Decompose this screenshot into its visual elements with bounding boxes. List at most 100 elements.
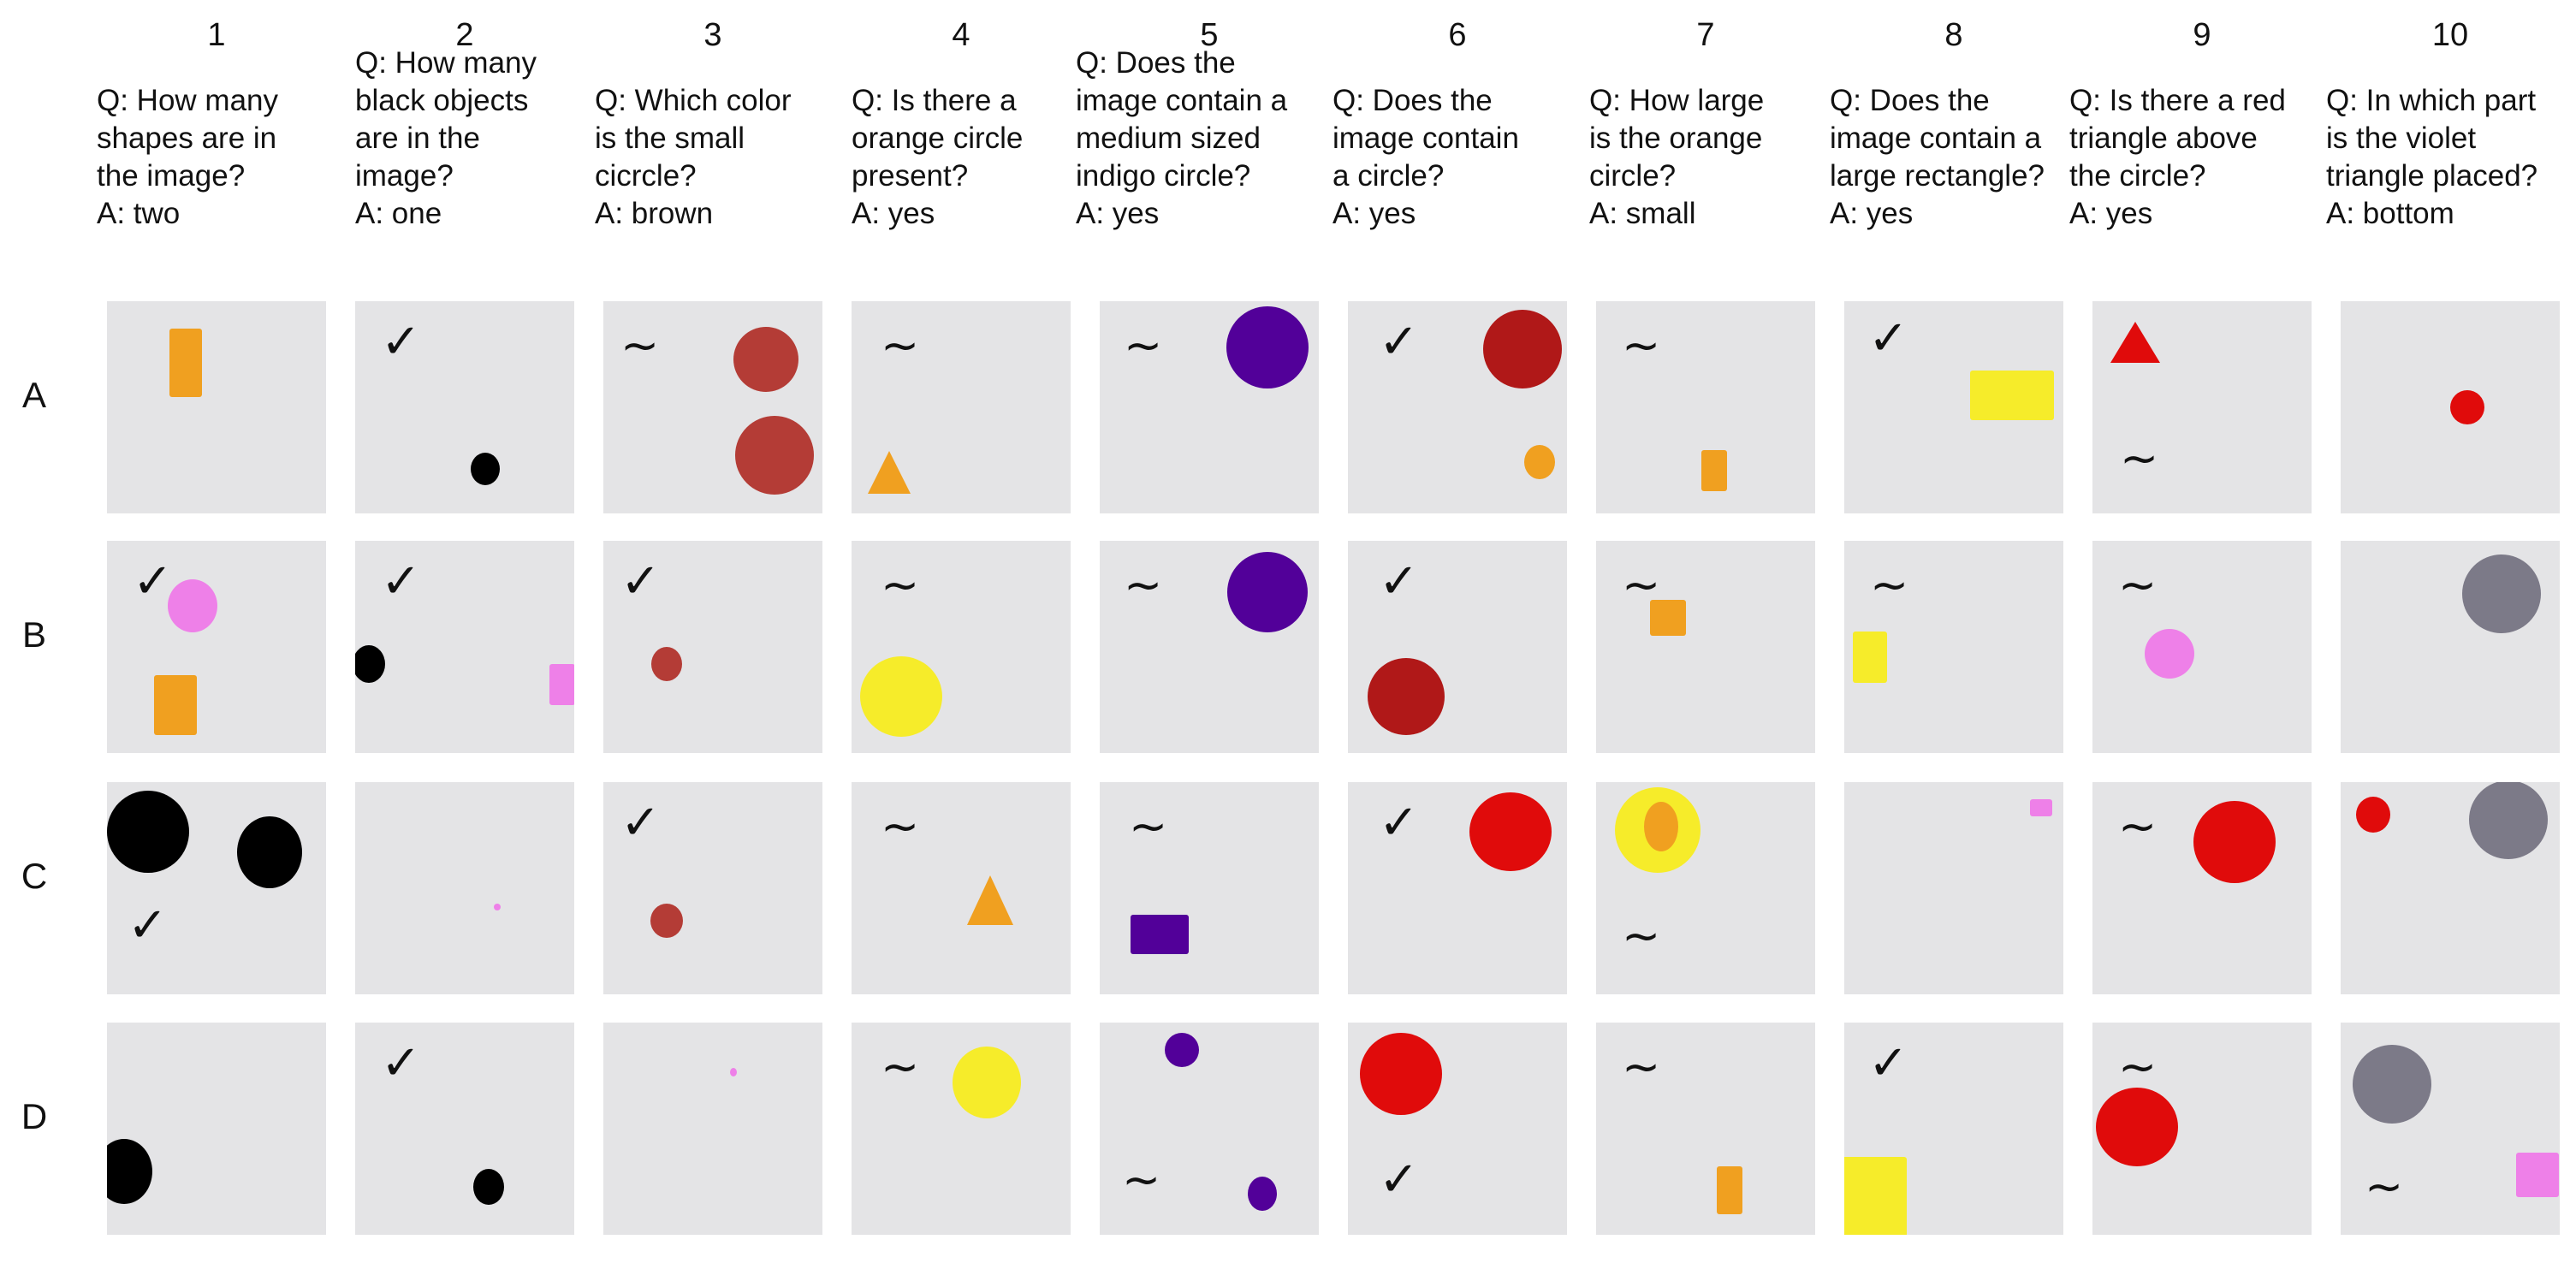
pink-rect-shape: [2030, 799, 2052, 816]
tilde-mark-icon: ∼: [1622, 558, 1661, 612]
image-cell: ✓: [1348, 782, 1567, 994]
orange-tri-shape: [967, 875, 1013, 925]
question-text: Q: How large is the orange circle?: [1589, 84, 1765, 193]
brown-circle-shape: [733, 327, 798, 392]
question-text: Q: How many black objects are in the ima…: [355, 46, 537, 193]
image-cell: ∼: [2092, 782, 2312, 994]
red-circle-shape: [2193, 801, 2276, 883]
answer-text: A: one: [355, 197, 442, 230]
image-cell: ✓: [355, 541, 574, 753]
question-answer: Q: How large is the orange circle? A: sma…: [1589, 82, 1764, 233]
image-cell: ∼: [2092, 301, 2312, 513]
check-mark-icon: ✓: [133, 554, 173, 609]
tilde-mark-icon: ∼: [1124, 558, 1163, 612]
yellow-rect-shape: [1970, 371, 2054, 420]
answer-text: A: yes: [1830, 197, 1914, 230]
image-cell: ∼: [1596, 541, 1815, 753]
column-number: 7: [1696, 17, 1715, 53]
image-cell: ✓: [1844, 301, 2063, 513]
answer-text: A: two: [97, 197, 181, 230]
indigo-circle-shape: [1165, 1033, 1199, 1067]
image-cell: ✓: [1844, 1023, 2063, 1235]
image-cell: ∼: [2341, 1023, 2560, 1235]
image-cell: ∼: [1596, 1023, 1815, 1235]
column-number: 1: [207, 17, 226, 53]
column-number: 4: [952, 17, 970, 53]
yellow-circle-shape: [953, 1047, 1021, 1118]
image-cell: ✓: [107, 541, 326, 753]
image-cell: ✓: [107, 782, 326, 994]
check-mark-icon: ✓: [128, 898, 168, 953]
tilde-mark-icon: ∼: [2365, 1159, 2404, 1213]
pink-circle-shape: [168, 579, 217, 632]
image-cell: ∼: [1100, 541, 1319, 753]
check-mark-icon: ✓: [1379, 554, 1419, 609]
gray-circle-shape: [2469, 782, 2548, 859]
black-circle-shape: [237, 816, 302, 888]
answer-text: A: small: [1589, 197, 1696, 230]
orange-rect-shape: [1701, 450, 1727, 491]
image-cell: [2341, 301, 2560, 513]
orange-rect-shape: [154, 675, 197, 735]
indigo-circle-shape: [1226, 306, 1309, 388]
image-cell: ∼: [1844, 541, 2063, 753]
gray-circle-shape: [2462, 554, 2541, 633]
row-label: D: [21, 1096, 48, 1136]
row-label: B: [21, 614, 46, 655]
tilde-mark-icon: ∼: [881, 318, 920, 372]
check-mark-icon: ✓: [620, 795, 661, 851]
image-cell: ∼: [1100, 1023, 1319, 1235]
brown-circle-shape: [650, 904, 683, 938]
column-number: 9: [2193, 17, 2211, 53]
pink-circle-shape: [730, 1068, 737, 1076]
question-text: Q: Is there a orange circle present?: [852, 84, 1024, 193]
image-cell: [1844, 782, 2063, 994]
image-cell: ∼: [852, 782, 1071, 994]
answer-text: A: bottom: [2326, 197, 2454, 230]
check-mark-icon: ✓: [1379, 1152, 1419, 1207]
image-cell: [2341, 782, 2560, 994]
answer-text: A: yes: [1333, 197, 1416, 230]
darkred-circle-shape: [1368, 658, 1445, 735]
pink-circle-shape: [494, 904, 501, 910]
column-number: 3: [703, 17, 722, 53]
check-mark-icon: ✓: [620, 554, 661, 609]
image-cell: ✓: [603, 541, 822, 753]
image-cell: ∼: [1100, 301, 1319, 513]
tilde-mark-icon: ∼: [1129, 799, 1168, 853]
check-mark-icon: ✓: [1868, 311, 1908, 366]
tilde-mark-icon: ∼: [881, 1040, 920, 1094]
darkred-circle-shape: [1483, 310, 1562, 388]
question-answer: Q: Which color is the small cicrcle? A: b…: [595, 82, 792, 233]
question-text: Q: In which part is the violet triangle …: [2326, 84, 2538, 193]
indigo-circle-shape: [1248, 1177, 1277, 1211]
gray-circle-shape: [2353, 1045, 2431, 1124]
orange-rect-shape: [169, 329, 202, 397]
check-mark-icon: ✓: [1868, 1035, 1908, 1091]
image-cell: ∼: [1596, 782, 1815, 994]
image-cell: ✓: [355, 301, 574, 513]
yellow-circle-shape: [860, 656, 942, 737]
question-text: Q: Does the image contain a circle?: [1333, 84, 1519, 193]
black-circle-shape: [355, 645, 385, 683]
column-number: 6: [1448, 17, 1467, 53]
image-cell: ∼: [852, 301, 1071, 513]
question-text: Q: Does the image contain a medium sized…: [1076, 46, 1288, 193]
check-mark-icon: ✓: [381, 314, 421, 370]
image-cell: ✓: [355, 1023, 574, 1235]
answer-text: A: brown: [595, 197, 714, 230]
image-cell: ∼: [1596, 301, 1815, 513]
row-label: C: [21, 856, 48, 896]
yellow-rect-shape: [1853, 632, 1887, 683]
tilde-mark-icon: ∼: [881, 558, 920, 612]
orange-circle-shape: [1524, 445, 1555, 479]
black-circle-shape: [473, 1169, 504, 1205]
black-circle-shape: [107, 1139, 152, 1204]
answer-text: A: yes: [852, 197, 935, 230]
pink-circle-shape: [2145, 629, 2194, 679]
orange-tri-shape: [868, 451, 911, 494]
column-number: 5: [1200, 17, 1219, 53]
black-circle-shape: [471, 453, 500, 485]
orange-circle-shape: [1644, 802, 1678, 851]
orange-rect-shape: [1717, 1166, 1742, 1214]
